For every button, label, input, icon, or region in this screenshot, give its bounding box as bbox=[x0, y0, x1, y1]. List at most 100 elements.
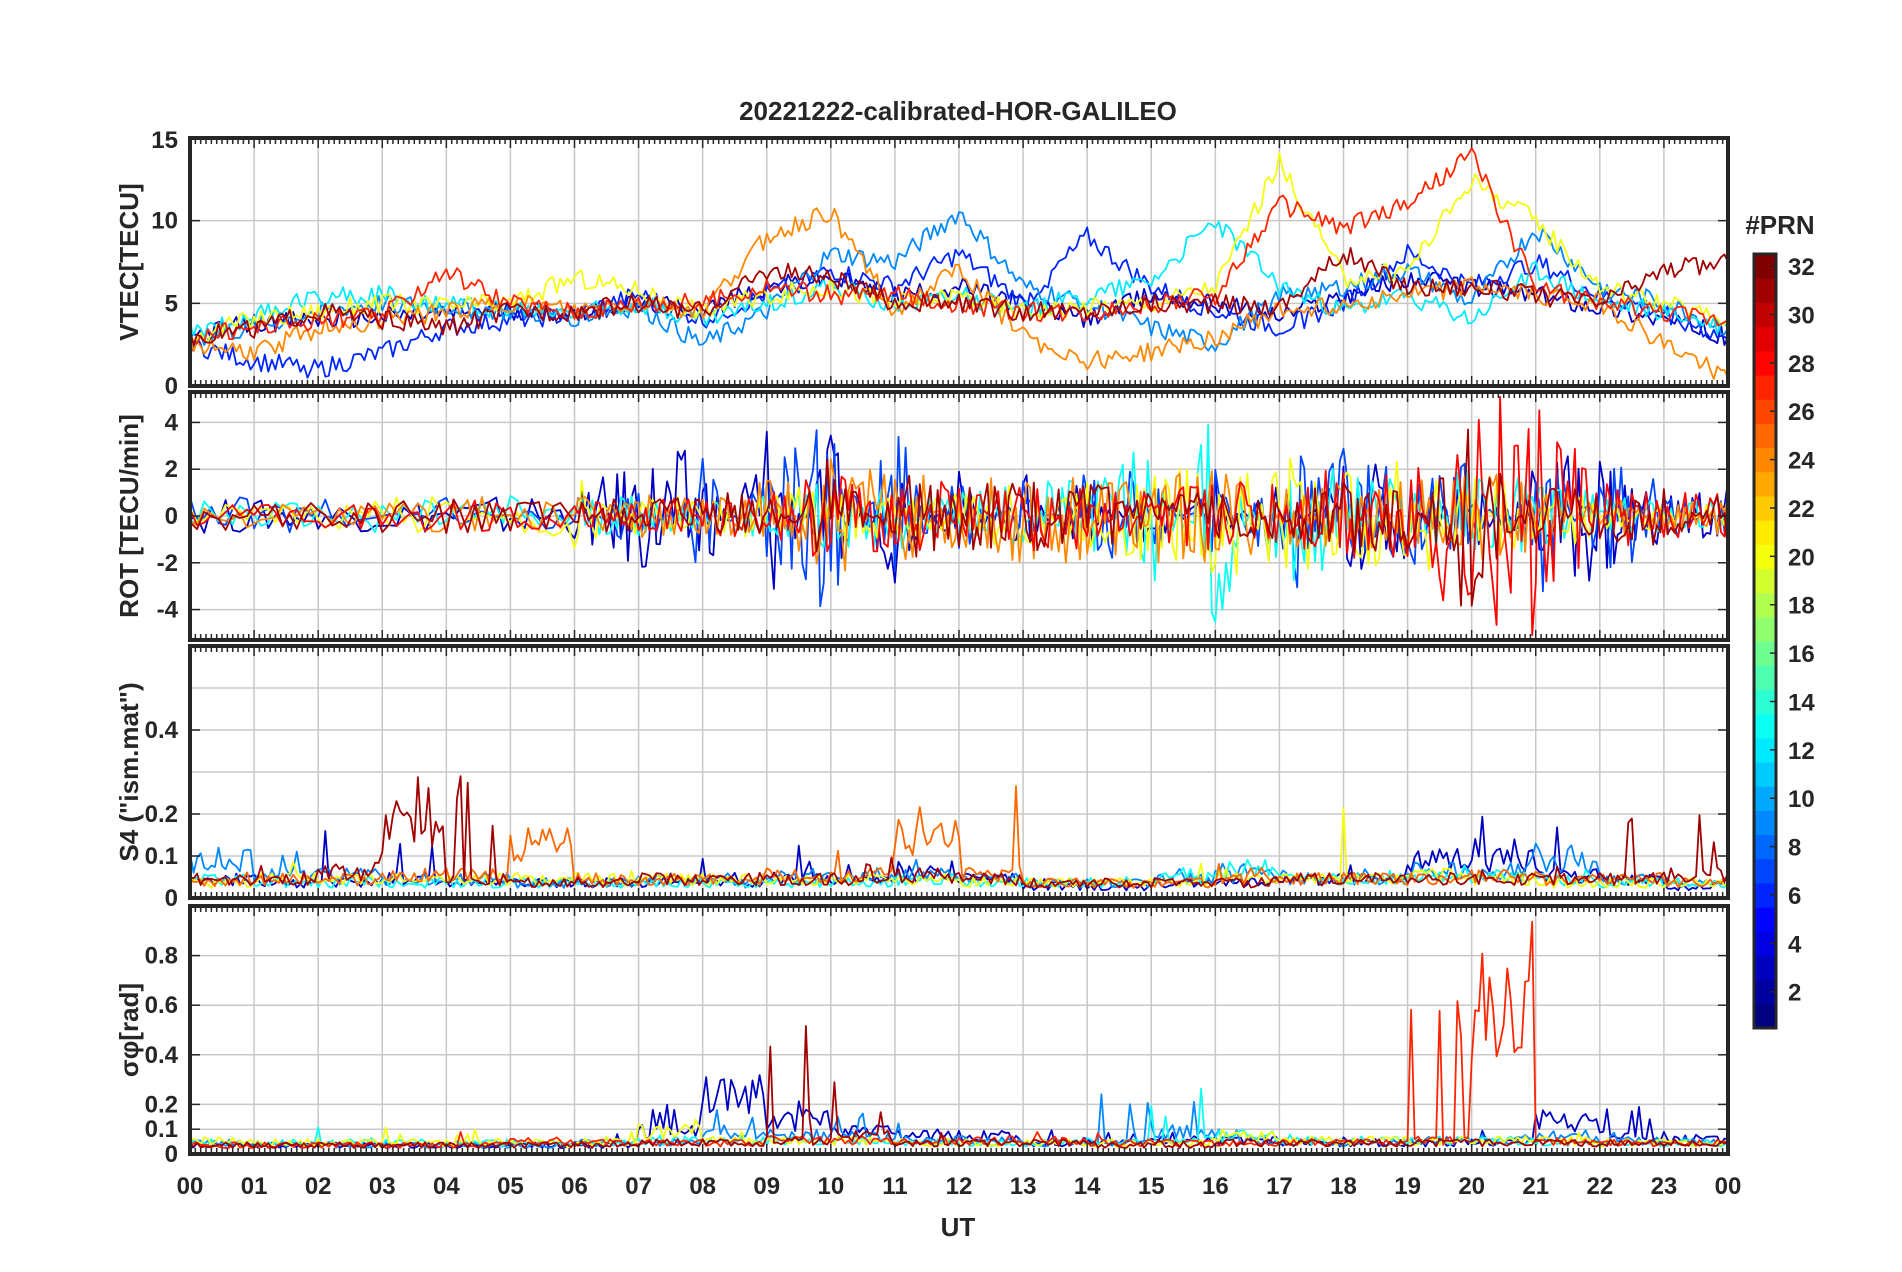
colorbar-tick-label: 12 bbox=[1788, 738, 1815, 765]
x-tick-label: 10 bbox=[817, 1173, 844, 1200]
colorbar-swatch bbox=[1754, 834, 1776, 860]
x-tick-label: 00 bbox=[1715, 1173, 1742, 1200]
colorbar-swatch bbox=[1754, 955, 1776, 981]
x-tick-label: 23 bbox=[1651, 1173, 1678, 1200]
y-tick-label: 0 bbox=[165, 885, 178, 912]
y-tick-label: 0.1 bbox=[145, 1116, 178, 1143]
y-tick-labels: 0 5 10 15 bbox=[151, 127, 1728, 400]
x-tick-label: 17 bbox=[1266, 1173, 1293, 1200]
y-axis-label: σφ[rad] bbox=[114, 983, 144, 1077]
x-ticks bbox=[189, 906, 1729, 1154]
y-tick-label: 10 bbox=[151, 208, 178, 235]
colorbar-swatch bbox=[1754, 399, 1776, 424]
x-tick-label: 11 bbox=[882, 1173, 907, 1200]
y-tick-label: 0 bbox=[165, 503, 178, 530]
y-tick-label: 0.2 bbox=[145, 801, 178, 828]
x-tick-label: 13 bbox=[1010, 1173, 1037, 1200]
x-tick-label: 09 bbox=[753, 1173, 780, 1200]
x-tick-label: 12 bbox=[946, 1173, 973, 1200]
colorbar-tick-label: 8 bbox=[1788, 835, 1801, 862]
colorbar-swatch bbox=[1754, 544, 1776, 570]
series-line-prn-31 bbox=[190, 775, 1728, 889]
colorbar-tick-label: 4 bbox=[1788, 931, 1802, 958]
x-tick-label: 07 bbox=[625, 1173, 652, 1200]
x-tick-label: 15 bbox=[1138, 1173, 1165, 1200]
x-tick-label: 00 bbox=[177, 1173, 204, 1200]
y-tick-labels: -4 -2 0 2 4 bbox=[157, 409, 1728, 624]
colorbar-tick-label: 32 bbox=[1788, 254, 1815, 281]
x-ticks bbox=[189, 646, 1729, 898]
y-tick-label: 0.8 bbox=[145, 943, 178, 970]
series-group bbox=[190, 147, 1728, 381]
y-tick-label: 4 bbox=[165, 409, 179, 436]
series-group bbox=[190, 775, 1728, 892]
series-line-prn-31 bbox=[190, 246, 1728, 346]
series-line-prn-24 bbox=[190, 458, 1728, 572]
y-tick-label: 0.2 bbox=[145, 1091, 178, 1118]
colorbar-swatch bbox=[1754, 979, 1776, 1005]
series-line-prn-20 bbox=[190, 457, 1728, 576]
x-tick-label: 14 bbox=[1074, 1173, 1101, 1200]
y-tick-label: 0.1 bbox=[145, 843, 178, 870]
colorbar-tick-label: 18 bbox=[1788, 593, 1815, 620]
x-tick-label: 22 bbox=[1586, 1173, 1613, 1200]
x-tick-label: 18 bbox=[1330, 1173, 1357, 1200]
panel-s4: 0 0.1 0.2 0.4S4 ("ism.mat") bbox=[114, 644, 1730, 912]
colorbar-swatch bbox=[1754, 495, 1776, 521]
y-tick-label: 15 bbox=[151, 127, 178, 154]
colorbar-swatch bbox=[1754, 737, 1776, 763]
colorbar-title: #PRN bbox=[1745, 210, 1814, 240]
y-tick-label: -4 bbox=[157, 597, 179, 624]
colorbar-tick-label: 28 bbox=[1788, 351, 1815, 378]
colorbar-swatch bbox=[1754, 592, 1776, 618]
colorbar-swatch bbox=[1754, 665, 1776, 690]
x-tick-label: 04 bbox=[433, 1173, 460, 1200]
y-axis-label: ROT [TECU/min] bbox=[114, 414, 144, 618]
colorbar-tick-label: 16 bbox=[1788, 641, 1815, 668]
y-tick-label: 0 bbox=[165, 1141, 178, 1168]
colorbar-tick-label: 26 bbox=[1788, 399, 1815, 426]
series-line-prn-31 bbox=[190, 428, 1728, 607]
colorbar-swatch bbox=[1754, 786, 1776, 811]
series-line-prn-24 bbox=[190, 207, 1728, 381]
x-tick-label: 20 bbox=[1458, 1173, 1485, 1200]
x-axis-label: UT bbox=[941, 1212, 976, 1242]
y-axis-label: S4 ("ism.mat") bbox=[114, 682, 144, 861]
panel-sigma_phi: 00.10.2 0.4 0.6 0.8σφ[rad] bbox=[114, 904, 1730, 1168]
colorbar-swatch bbox=[1754, 882, 1776, 908]
series-line-prn-20 bbox=[190, 152, 1728, 342]
grid bbox=[190, 646, 1728, 898]
y-tick-label: 2 bbox=[165, 456, 178, 483]
x-tick-label: 19 bbox=[1394, 1173, 1421, 1200]
y-tick-labels: 00.10.2 0.4 0.6 0.8 bbox=[145, 943, 1728, 1168]
x-tick-label: 16 bbox=[1202, 1173, 1229, 1200]
panel-vtec: 0 5 10 15 VTEC[TECU] bbox=[114, 127, 1730, 400]
colorbar-swatch bbox=[1754, 907, 1776, 932]
x-tick-labels: 00 01 02 03 04 05 06 07 08 09 10 11 12 13 14 15 16 17 18 19… bbox=[177, 1173, 1742, 1200]
y-axis-label: VTEC[TECU] bbox=[114, 183, 144, 340]
colorbar-swatch bbox=[1754, 350, 1776, 376]
series-line-prn-9 bbox=[190, 211, 1728, 352]
y-tick-label: 5 bbox=[165, 290, 178, 317]
colorbar-swatch bbox=[1754, 931, 1776, 957]
colorbar-swatch bbox=[1754, 278, 1776, 303]
x-tick-label: 05 bbox=[497, 1173, 524, 1200]
x-ticks bbox=[189, 138, 1729, 386]
x-tick-label: 03 bbox=[369, 1173, 396, 1200]
y-tick-labels: 0 0.1 0.2 0.4 bbox=[145, 717, 1728, 912]
colorbar-swatch bbox=[1754, 858, 1776, 884]
colorbar-swatch bbox=[1754, 374, 1776, 400]
series-group bbox=[190, 395, 1728, 637]
colorbar-swatch bbox=[1754, 641, 1776, 666]
colorbar-swatch bbox=[1754, 447, 1776, 473]
colorbar-tick-label: 24 bbox=[1788, 448, 1815, 475]
x-tick-label: 01 bbox=[241, 1173, 268, 1200]
colorbar-swatch bbox=[1754, 568, 1776, 594]
colorbar-tick-label: 2 bbox=[1788, 980, 1801, 1007]
colorbar-swatch bbox=[1754, 423, 1776, 449]
y-tick-label: -2 bbox=[157, 550, 178, 577]
colorbar-swatch bbox=[1754, 810, 1776, 836]
y-tick-label: 0.6 bbox=[145, 992, 178, 1019]
chart-title: 20221222-calibrated-HOR-GALILEO bbox=[739, 96, 1177, 126]
